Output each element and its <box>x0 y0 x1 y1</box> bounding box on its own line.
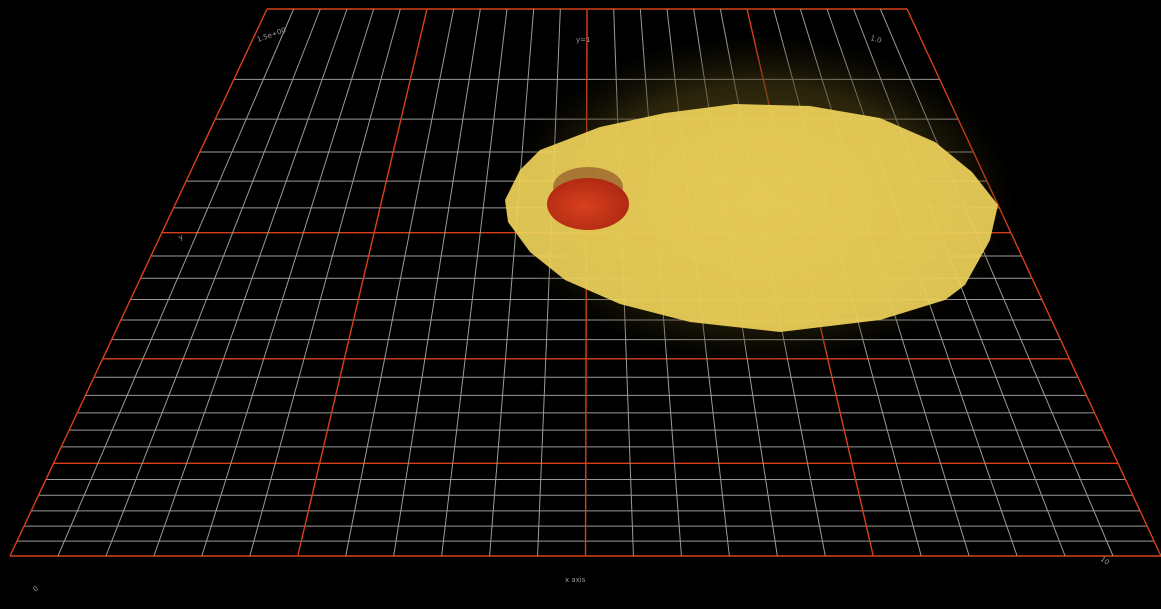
grid-minor-line <box>201 8 375 557</box>
scene-objects <box>505 35 1015 365</box>
tick-label-bottom-left: 0 <box>32 585 40 594</box>
tick-label-top-left: 1.5e+00 <box>256 26 287 44</box>
grid-major-line <box>9 8 268 557</box>
tick-label-left-mid: y <box>177 233 185 242</box>
small-red-sphere[interactable] <box>547 178 629 230</box>
tick-label-top-right: 1.0 <box>869 34 882 45</box>
grid-minor-line <box>441 8 508 557</box>
large-yellow-disc[interactable] <box>505 104 998 332</box>
grid-minor-line <box>105 8 321 557</box>
tick-label-bottom-right: 10 <box>1099 555 1111 567</box>
grid-minor-line <box>489 8 535 557</box>
ground-grid <box>9 8 1161 557</box>
tick-label-top-center: y=1 <box>576 36 590 44</box>
axis-title-bottom: x axis <box>565 576 586 584</box>
grid-minor-line <box>393 8 481 557</box>
grid-minor-line <box>345 8 455 557</box>
grid-minor-line <box>249 8 401 557</box>
grid-major-line <box>297 8 428 557</box>
grid-minor-line <box>153 8 348 557</box>
grid-minor-line <box>57 8 295 557</box>
